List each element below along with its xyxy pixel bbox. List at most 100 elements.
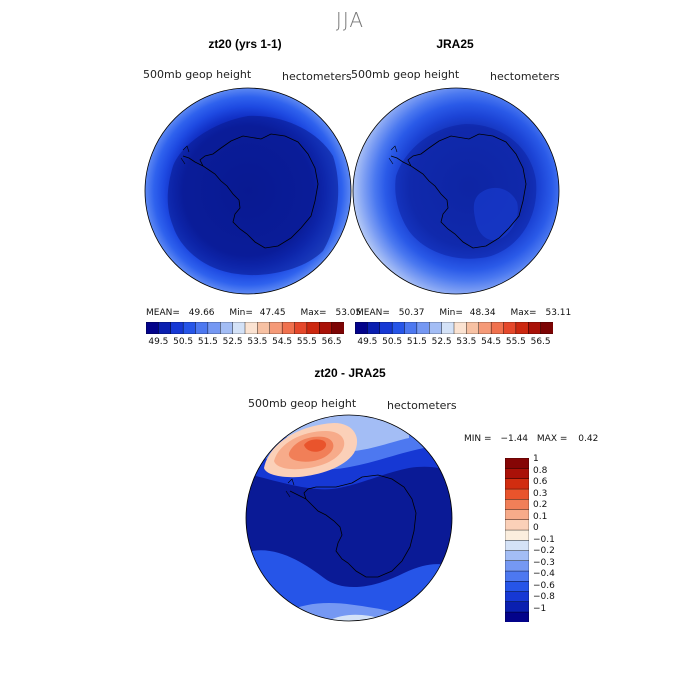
panel-3-colorbar-swatch (505, 560, 529, 572)
panel-1-colorbar-tick-label: 55.5 (296, 337, 317, 347)
panel-3-colorbar-swatch (505, 468, 529, 480)
panel-1-colorbar-swatch (244, 322, 258, 334)
panel-1-variable-label: 500mb geop height (143, 68, 252, 81)
panel-3-colorbar-tick-label: −0.3 (533, 557, 555, 568)
panel-2-colorbar-tick-label: 55.5 (505, 337, 526, 347)
panel-1-colorbar-tick-label: 51.5 (197, 337, 218, 347)
panel-2-colorbar-labels: 49.5 50.5 51.5 52.5 53.5 54.5 55.5 56.5 (345, 337, 565, 349)
panel-3-units-label: hectometers (387, 399, 457, 412)
panel-3-map-border (245, 414, 453, 622)
panel-3-colorbar-swatch (505, 488, 529, 500)
panel-1-colorbar-swatch (146, 322, 159, 334)
panel-2-max-label: Max= (510, 308, 537, 318)
panel-1-colorbar-swatch (294, 322, 308, 334)
panel-1-colorbar-swatch (257, 322, 271, 334)
panel-1-colorbar-swatch (269, 322, 283, 334)
panel-3-colorbar-tick-label: 0.3 (533, 488, 548, 499)
panel-2-antarctica-coastline (390, 133, 527, 249)
panel-2-map-border (352, 87, 560, 295)
panel-3-colorbar-tick-label: −0.6 (533, 580, 555, 591)
panel-1-colorbar-labels: 49.5 50.5 51.5 52.5 53.5 54.5 55.5 56.5 (136, 337, 356, 349)
panel-2-colorbar-swatch (355, 322, 368, 334)
panel-2-colorbar-swatch (466, 322, 480, 334)
panel-2-polar-map (352, 87, 560, 295)
panel-2-colorbar-swatch (367, 322, 381, 334)
panel-1-colorbar-swatch (158, 322, 172, 334)
panel-1-colorbar-tick-label: 56.5 (321, 337, 342, 347)
panel-3-colorbar-tick-label: −0.4 (533, 569, 555, 580)
panel-2-min-value: 48.34 (469, 308, 496, 318)
panel-3-colorbar-swatch (505, 478, 529, 490)
panel-1-colorbar-swatch (232, 322, 246, 334)
panel-1-colorbar-swatch (220, 322, 234, 334)
panel-3-colorbar-swatch (505, 611, 529, 622)
panel-1-polar-map (144, 87, 352, 295)
panel-3-max-label: MAX = (536, 434, 568, 444)
panel-3-colorbar-tick-label: 0.1 (533, 511, 548, 522)
panel-3-colorbar-tick-label: −0.2 (533, 546, 555, 557)
panel-3-colorbar-labels: −1 −0.8 −0.6 −0.4 −0.3 −0.2 −0.1 0 0.1 0.2 0.3 0.6 0… (533, 454, 573, 628)
panel-3-band-neg04 (246, 550, 452, 621)
panel-1-mean-value: 49.66 (188, 308, 215, 318)
panel-1-low-core (167, 115, 339, 276)
panel-2-colorbar-tick-label: 50.5 (382, 337, 403, 347)
panel-3-colorbar-tick-label: 0.2 (533, 500, 548, 511)
panel-1-colorbar-tick-label: 49.5 (148, 337, 169, 347)
panel-3-colorbar-tick-label: −1 (533, 604, 547, 614)
panel-2-colorbar-tick-label: 49.5 (357, 337, 378, 347)
panel-3-colorbar-tick-label: −0.1 (533, 534, 555, 545)
panel-2-colorbar-tick-label: 53.5 (456, 337, 477, 347)
panel-3-colorbar-tick-label: 1 (533, 454, 539, 464)
panel-3-colorbar-tick-label: −0.8 (533, 592, 555, 603)
panel-1-colorbar-tick-label: 54.5 (272, 337, 293, 347)
panel-3-max-value: 0.42 (578, 434, 599, 444)
panel-1-colorbar-swatch (207, 322, 221, 334)
panel-1-units-label: hectometers (282, 70, 352, 83)
panel-3-title: zt20 - JRA25 (314, 366, 386, 380)
panel-1-min-value: 47.45 (259, 308, 286, 318)
panel-3-colorbar-swatch (505, 519, 529, 531)
panel-1-colorbar-swatch (331, 322, 344, 334)
panel-1-mean-label: MEAN= (146, 308, 180, 318)
panel-3-colorbar-swatch (505, 509, 529, 521)
panel-2-secondary-feature (473, 187, 518, 241)
panel-1-colorbar-swatch (306, 322, 320, 334)
panel-3-polar-map (245, 414, 453, 622)
panel-3-colorbar-swatch (505, 498, 529, 510)
panel-1-colorbar (146, 322, 344, 334)
panel-2-mean-label: MEAN= (356, 308, 390, 318)
panel-1-antarctica-coastline (182, 133, 319, 249)
panel-2-colorbar (355, 322, 553, 334)
panel-1-colorbar-swatch (195, 322, 209, 334)
panel-2-colorbar-swatch (478, 322, 492, 334)
panel-3-antarctica-coastline (289, 474, 417, 578)
panel-2-peninsula-islands (388, 145, 398, 165)
panel-3-variable-label: 500mb geop height (248, 397, 357, 410)
panel-2-colorbar-swatch (429, 322, 443, 334)
panel-1-title: zt20 (yrs 1-1) (208, 37, 282, 51)
panel-1-colorbar-tick-label: 53.5 (247, 337, 268, 347)
panel-3-min-value: −1.44 (500, 434, 529, 444)
panel-2-colorbar-swatch (503, 322, 517, 334)
panel-2-colorbar-swatch (379, 322, 393, 334)
panel-1-colorbar-tick-label: 50.5 (173, 337, 194, 347)
panel-3-positive-core (304, 439, 327, 452)
panel-1-colorbar-swatch (182, 322, 197, 334)
panel-2-colorbar-swatch (528, 322, 542, 334)
panel-3-colorbar (505, 458, 529, 622)
panel-3-colorbar-swatch (505, 458, 529, 469)
panel-3-colorbar-tick-label: 0.6 (533, 477, 548, 488)
panel-1-colorbar-tick-label: 52.5 (222, 337, 243, 347)
panel-2-colorbar-swatch (515, 322, 529, 334)
panel-3-colorbar-swatch (505, 529, 529, 541)
panel-2-min-label: Min= (439, 308, 463, 318)
panel-2-title: JRA25 (436, 37, 474, 51)
panel-1-max-value: 53.05 (335, 308, 362, 318)
panel-2-colorbar-swatch (404, 322, 418, 334)
panel-2-variable-label: 500mb geop height (351, 68, 460, 81)
panel-2-colorbar-swatch (540, 322, 553, 334)
panel-3-colorbar-swatch (505, 601, 529, 613)
panel-2-stats: MEAN= 50.37 Min= 48.34 Max= 53.11 (356, 308, 571, 318)
panel-3-colorbar-swatch (505, 580, 529, 592)
panel-1-map-border (144, 87, 352, 295)
